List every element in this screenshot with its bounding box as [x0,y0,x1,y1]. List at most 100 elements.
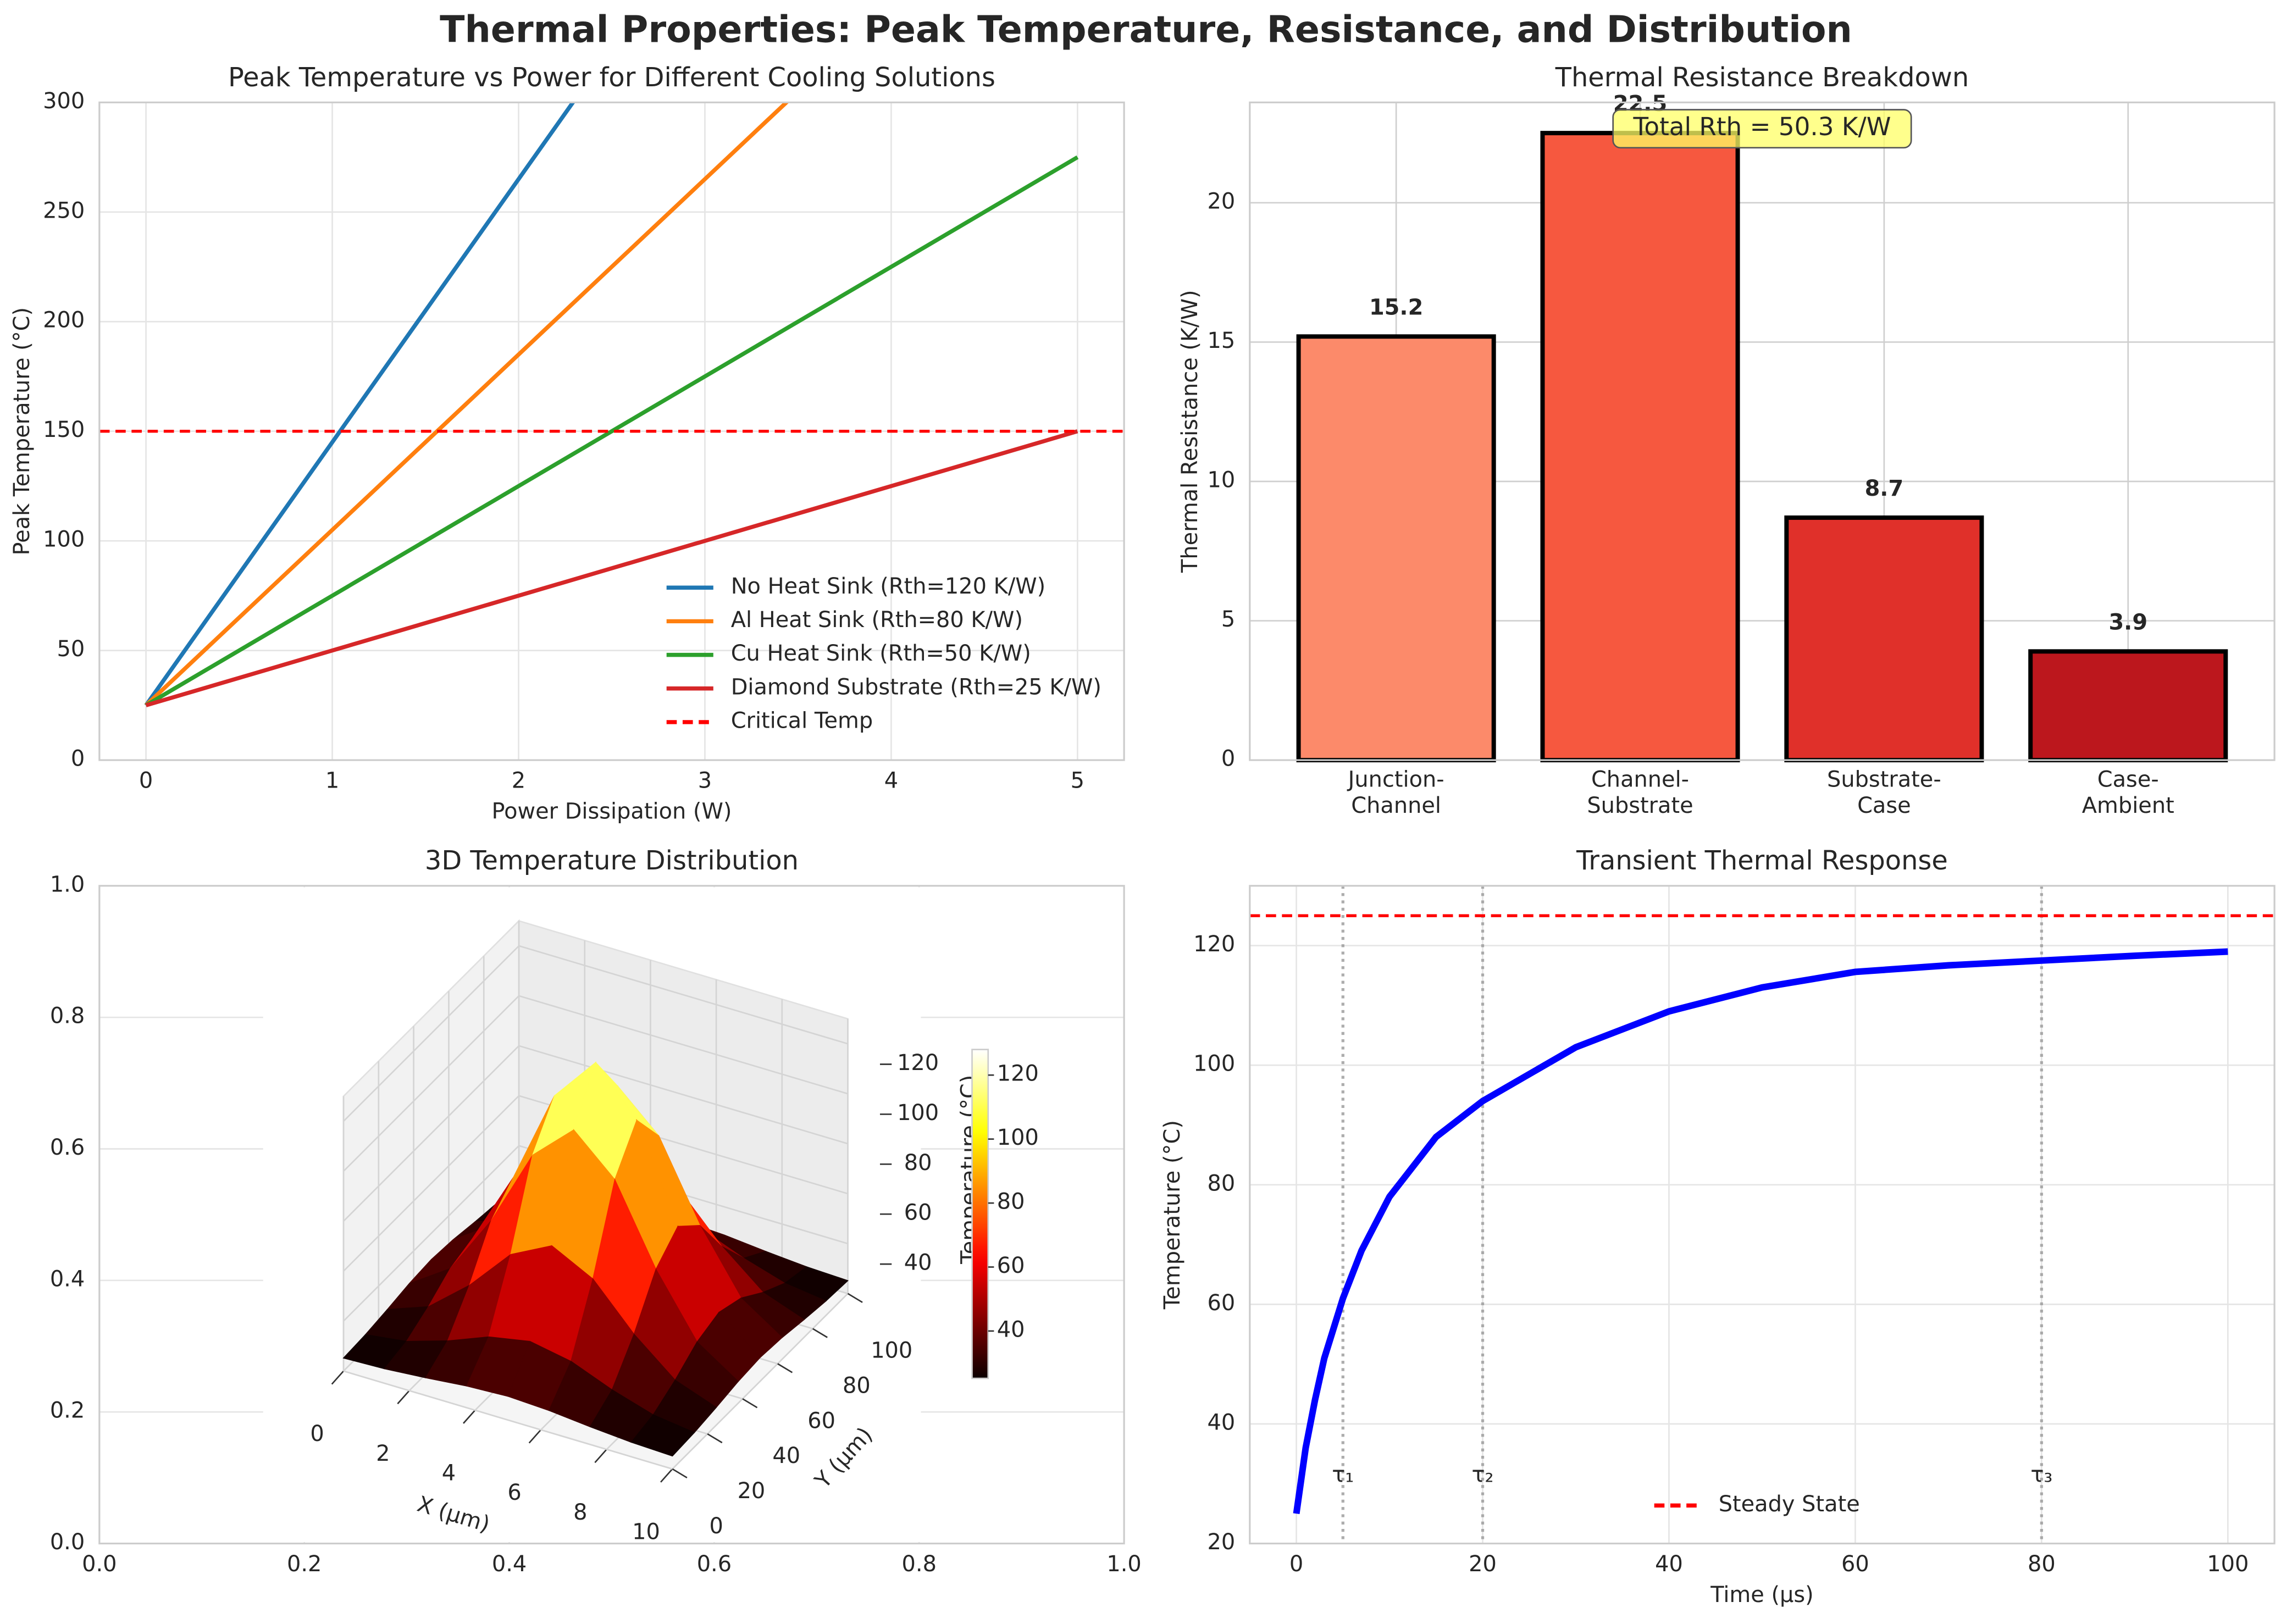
marker-label: τ₁ [1332,1462,1354,1488]
tick-mark [707,1433,723,1444]
series-line [145,429,1078,707]
y-tick-label: 0.2 [50,1398,85,1423]
y-tick-label: 80 [1207,1171,1235,1196]
legend-label: No Heat Sink (Rth=120 K/W) [731,574,1046,599]
x-tick-label: 4 [442,1461,456,1486]
x-tick-label: 100 [2207,1551,2249,1577]
x-tick-label: Junction-Channel [1347,767,1444,818]
tick-mark [594,1449,607,1464]
grid-line [343,1145,520,1322]
tick-mark [742,1398,758,1409]
subplot-title: 3D Temperature Distribution [425,846,799,876]
bar [1784,515,1984,763]
x-tick-label: 0 [310,1421,324,1446]
x-tick-label: 1.0 [1106,1551,1141,1577]
y-axis-label: Thermal Resistance (K/W) [1177,290,1203,573]
plot-frame [98,101,1125,761]
y-tick-label: 20 [738,1478,766,1504]
legend-label: Steady State [1719,1492,1860,1517]
text-line: Substrate [1587,793,1693,818]
legend-label: Cu Heat Sink (Rth=50 K/W) [731,641,1031,666]
marker-label: τ₃ [2030,1462,2052,1488]
plot-frame [1249,101,2276,761]
x-tick-label: 4 [884,768,898,793]
text-line: Channel [1351,793,1441,818]
series-line [145,102,790,707]
colorbar [971,1049,989,1379]
grid-line [518,1045,848,1145]
grid-line [518,995,848,1095]
colorbar-tick-label: 120 [997,1061,1039,1087]
x-tick-label: 2 [376,1441,390,1466]
grid-line [343,1045,520,1222]
series-line [1293,948,2228,1515]
x-tick-label: 6 [507,1480,521,1505]
bar [1540,131,1740,763]
legend-label: Critical Temp [731,708,873,733]
figure-title: Thermal Properties: Peak Temperature, Re… [440,8,1852,51]
y-tick-label: 20 [1207,1529,1235,1555]
y-tick-label: 60 [807,1408,835,1433]
x-tick-label: 0 [139,768,153,793]
tick-mark [463,1410,476,1424]
y-tick-label: 10 [1207,467,1235,492]
marker-label: τ₂ [1472,1462,1494,1488]
y-tick-label: 5 [1221,607,1235,632]
colorbar-tick-label: 60 [997,1253,1025,1278]
y-tick-label: 60 [1207,1290,1235,1316]
x-tick-label: 2 [512,768,525,793]
legend-label: Diamond Substrate (Rth=25 K/W) [731,674,1101,700]
y-tick-label: 1.0 [50,872,85,897]
legend-label: Al Heat Sink (Rth=80 K/W) [731,607,1023,633]
y-tick-label: 50 [57,636,85,662]
plot-frame [98,885,1125,1545]
x-tick-label: 40 [1655,1551,1683,1577]
y-tick-label: 20 [1207,189,1235,214]
series-line [144,102,575,707]
x-tick-label: 10 [632,1519,660,1544]
x-axis-label: Power Dissipation (W) [491,799,732,824]
y-tick-label: 300 [43,88,85,114]
value-label: 8.7 [1865,476,1904,501]
tick-mark [777,1363,793,1373]
text-line: Ambient [2082,793,2174,818]
tick-mark [528,1429,541,1444]
colorbar-tick-label: 40 [997,1317,1025,1342]
x-tick-label: Case-Ambient [2082,767,2174,818]
grid-line [343,995,520,1172]
x-tick-label: 3 [698,768,712,793]
bar [1296,334,1496,763]
y-tick-label: 250 [43,198,85,223]
x-tick-label: 20 [1469,1551,1497,1577]
z-tick-label: 40 [904,1250,932,1276]
y-tick-label: 40 [772,1443,800,1468]
grid-line [672,1293,849,1470]
subplot-title: Peak Temperature vs Power for Different … [228,63,995,93]
tick-mark [812,1328,828,1338]
text-line: Case [1857,793,1911,818]
text-line: Channel- [1591,767,1689,792]
x-tick-label: 0.4 [492,1551,527,1577]
y-tick-label: 0.8 [50,1004,85,1029]
grid-line [343,945,520,1122]
tick-mark [397,1390,410,1405]
x-tick-label: 60 [1841,1551,1869,1577]
x-tick-label: 8 [573,1500,587,1525]
z-tick-label: 120 [897,1050,939,1076]
annotation: Total Rth = 50.3 K/W [1632,112,1891,141]
x-tick-label: 80 [2028,1551,2056,1577]
surface-patch [630,1414,695,1457]
subplot-title: Thermal Resistance Breakdown [1555,63,1969,93]
z-tick-label: 100 [897,1100,939,1126]
y-tick-label: 0 [709,1514,723,1539]
y-tick-label: 150 [43,417,85,442]
z-tick-label: 60 [904,1200,932,1226]
text-line: Junction- [1347,767,1444,792]
y-tick-label: 0.4 [50,1266,85,1292]
y-tick-label: 120 [1193,932,1235,957]
x-tick-label: 0.8 [902,1551,937,1577]
text-line: Case- [2097,767,2159,792]
y-tick-label: 0.6 [50,1135,85,1160]
grid-line [343,1095,520,1272]
